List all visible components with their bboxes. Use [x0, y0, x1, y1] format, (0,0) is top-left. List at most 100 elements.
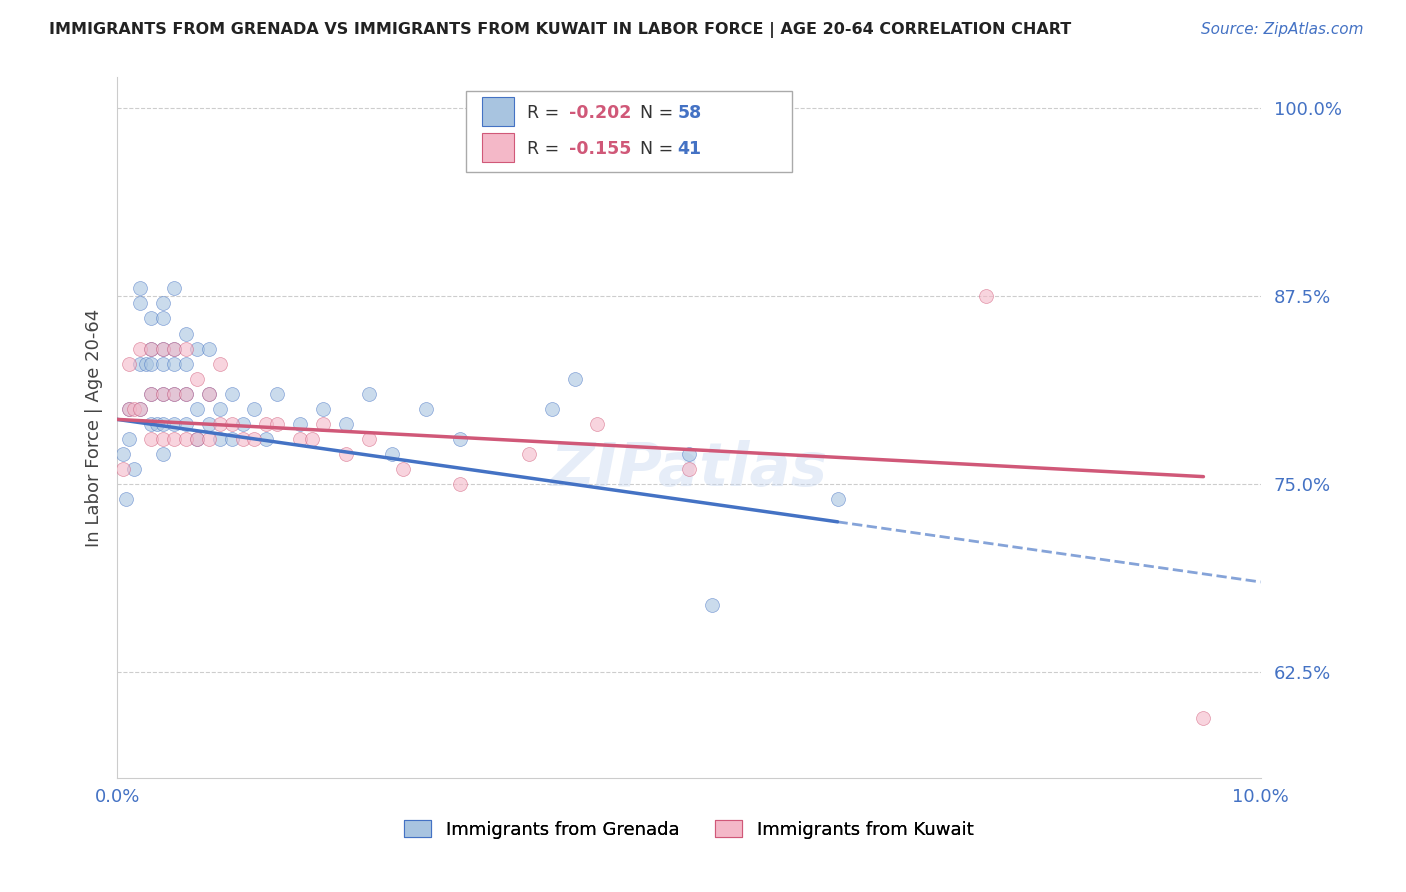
Point — [392, 462, 415, 476]
Point — [152, 296, 174, 310]
Point — [209, 417, 232, 431]
Point — [449, 432, 471, 446]
Point — [564, 372, 586, 386]
Point — [1192, 711, 1215, 725]
Point — [312, 401, 335, 416]
Point — [449, 477, 471, 491]
Point — [129, 281, 152, 295]
Point — [221, 417, 243, 431]
Point — [186, 432, 208, 446]
Text: IMMIGRANTS FROM GRENADA VS IMMIGRANTS FROM KUWAIT IN LABOR FORCE | AGE 20-64 COR: IMMIGRANTS FROM GRENADA VS IMMIGRANTS FR… — [49, 22, 1071, 38]
Point — [197, 417, 219, 431]
Point — [174, 357, 197, 371]
Point — [517, 447, 540, 461]
Point — [129, 296, 152, 310]
Point — [163, 342, 186, 356]
Point — [678, 447, 700, 461]
Point — [186, 372, 208, 386]
Point — [163, 281, 186, 295]
Legend: Immigrants from Grenada, Immigrants from Kuwait: Immigrants from Grenada, Immigrants from… — [396, 814, 981, 846]
Point — [586, 417, 609, 431]
Point — [117, 357, 139, 371]
Point — [197, 342, 219, 356]
Point — [141, 311, 163, 326]
Point — [197, 432, 219, 446]
Point — [186, 432, 208, 446]
Point — [146, 417, 169, 431]
Point — [141, 432, 163, 446]
Point — [186, 401, 208, 416]
Point — [163, 386, 186, 401]
Point — [243, 401, 266, 416]
Point — [209, 357, 232, 371]
Point — [152, 432, 174, 446]
Point — [243, 432, 266, 446]
Point — [152, 311, 174, 326]
Point — [197, 386, 219, 401]
Point — [232, 417, 254, 431]
Point — [163, 417, 186, 431]
Point — [124, 462, 146, 476]
Text: 58: 58 — [678, 104, 702, 122]
Point — [115, 492, 138, 507]
Point — [301, 432, 323, 446]
Text: -0.202: -0.202 — [569, 104, 631, 122]
Point — [152, 386, 174, 401]
Point — [129, 357, 152, 371]
Text: ZIPatlas: ZIPatlas — [550, 441, 828, 500]
Point — [117, 432, 139, 446]
Point — [357, 386, 380, 401]
Point — [174, 386, 197, 401]
Point — [209, 432, 232, 446]
Point — [129, 342, 152, 356]
Point — [335, 417, 357, 431]
Point — [266, 417, 288, 431]
Bar — [482, 96, 515, 126]
Point — [254, 417, 277, 431]
Point — [117, 401, 139, 416]
Point — [141, 342, 163, 356]
Point — [335, 447, 357, 461]
Point — [221, 386, 243, 401]
Point — [141, 357, 163, 371]
Point — [288, 432, 311, 446]
Point — [152, 447, 174, 461]
Point — [152, 342, 174, 356]
Point — [221, 432, 243, 446]
Point — [540, 401, 562, 416]
Point — [163, 342, 186, 356]
Point — [163, 386, 186, 401]
Point — [174, 342, 197, 356]
Point — [174, 432, 197, 446]
Point — [700, 598, 723, 612]
Point — [111, 462, 134, 476]
Point — [163, 357, 186, 371]
Text: N =: N = — [640, 104, 679, 122]
Point — [152, 417, 174, 431]
Point — [197, 386, 219, 401]
Y-axis label: In Labor Force | Age 20-64: In Labor Force | Age 20-64 — [86, 309, 103, 547]
Point — [974, 289, 997, 303]
Text: R =: R = — [526, 104, 564, 122]
Point — [135, 357, 157, 371]
Point — [124, 401, 146, 416]
Point — [111, 447, 134, 461]
Text: -0.155: -0.155 — [569, 140, 631, 159]
Point — [381, 447, 404, 461]
Point — [129, 401, 152, 416]
Point — [141, 342, 163, 356]
Point — [288, 417, 311, 431]
Point — [163, 432, 186, 446]
Point — [232, 432, 254, 446]
Point — [254, 432, 277, 446]
Point — [129, 401, 152, 416]
Point — [266, 386, 288, 401]
Point — [141, 417, 163, 431]
Point — [174, 417, 197, 431]
Bar — [482, 133, 515, 162]
Text: R =: R = — [526, 140, 564, 159]
Point — [186, 342, 208, 356]
Text: N =: N = — [640, 140, 679, 159]
Point — [141, 386, 163, 401]
Point — [209, 401, 232, 416]
